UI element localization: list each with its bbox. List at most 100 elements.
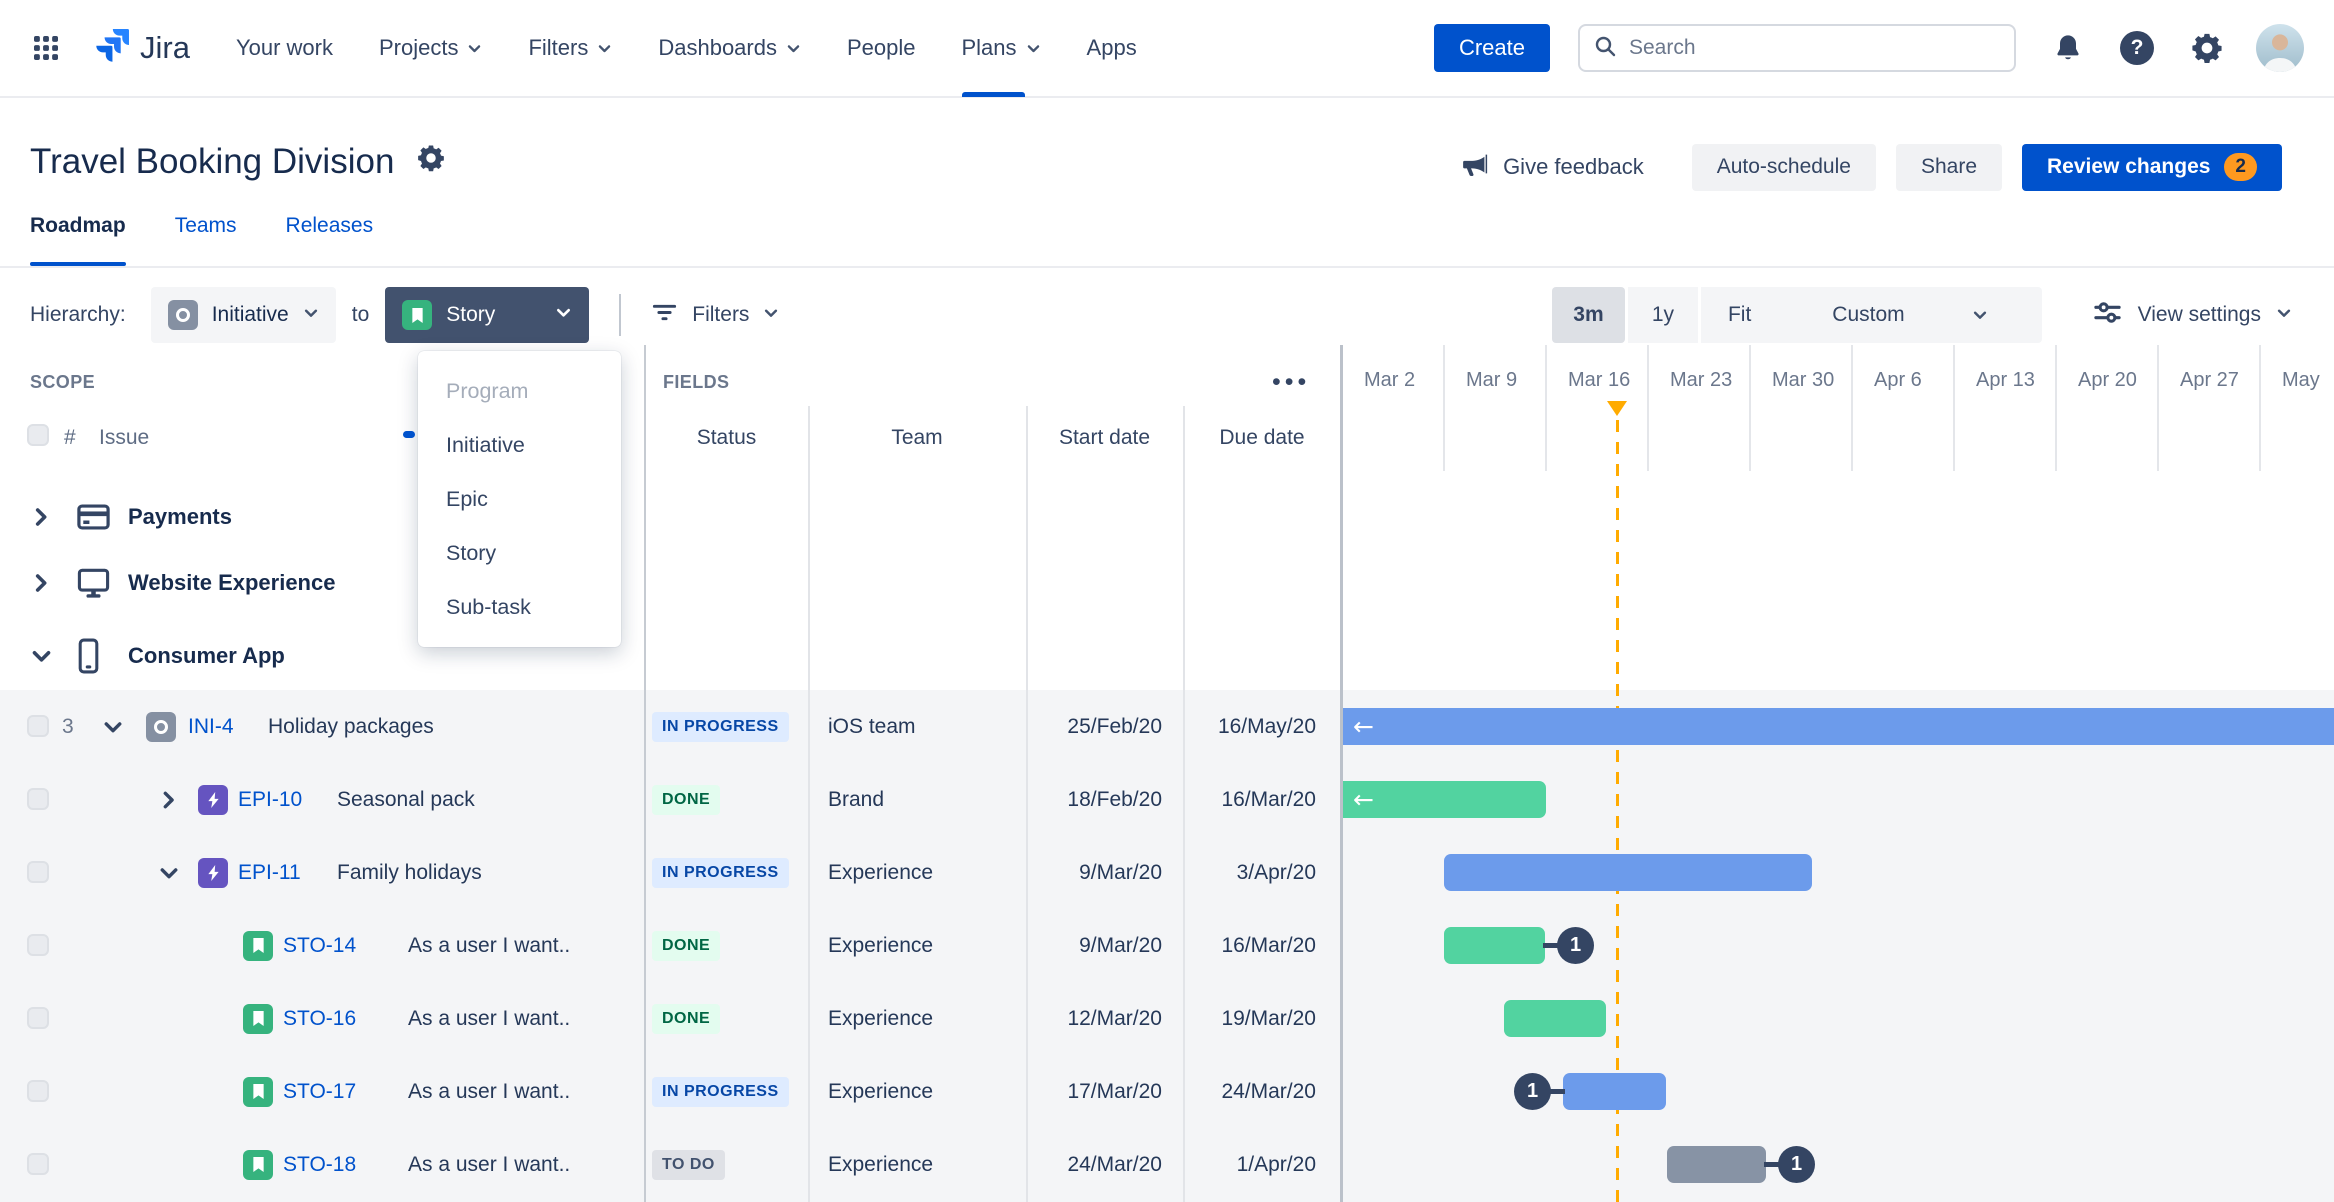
zoom-option-custom[interactable]: Custom	[1778, 303, 2041, 327]
issue-row-sto-14[interactable]: STO-14 As a user I want.. DONE Experience 9/…	[0, 909, 2334, 982]
auto-schedule-button[interactable]: Auto-schedule	[1691, 143, 1876, 191]
dependency-count-badge[interactable]: 1	[1557, 927, 1594, 964]
menu-item-program[interactable]: Program	[446, 378, 529, 403]
zoom-option-fit[interactable]: Fit	[1727, 303, 1752, 326]
due-date-cell[interactable]: 19/Mar/20	[1221, 1006, 1316, 1030]
hierarchy-from-dropdown[interactable]: Initiative	[150, 287, 336, 343]
gantt-bar[interactable]	[1563, 1073, 1666, 1110]
due-date-cell[interactable]: 1/Apr/20	[1236, 1152, 1316, 1176]
zoom-option-1y[interactable]: 1y	[1627, 287, 1698, 343]
column-header-status[interactable]: Status	[696, 426, 757, 449]
due-date-cell[interactable]: 16/Mar/20	[1221, 787, 1316, 811]
start-date-cell[interactable]: 12/Mar/20	[1067, 1006, 1162, 1030]
nav-item-projects[interactable]: Projects	[379, 0, 482, 97]
team-cell[interactable]: Experience	[828, 1079, 934, 1103]
nav-item-plans[interactable]: Plans	[961, 0, 1041, 97]
column-resize-handle[interactable]	[403, 431, 415, 438]
row-checkbox[interactable]	[27, 861, 49, 883]
menu-item-initiative[interactable]: Initiative	[446, 432, 525, 457]
app-switcher-icon[interactable]	[30, 32, 62, 64]
issue-row-ini-4[interactable]: 3 INI-4 Holiday packages IN PROGRESS iOS tea…	[0, 690, 2334, 763]
user-avatar[interactable]	[2256, 24, 2304, 72]
nav-item-your-work[interactable]: Your work	[236, 0, 333, 97]
share-button[interactable]: Share	[1895, 143, 2003, 191]
chevron-right-icon[interactable]	[158, 789, 180, 811]
row-checkbox[interactable]	[27, 788, 49, 810]
chevron-right-icon[interactable]	[30, 572, 53, 595]
status-badge[interactable]: DONE	[652, 1003, 721, 1034]
help-icon[interactable]: ?	[2120, 31, 2154, 65]
team-cell[interactable]: Experience	[828, 1006, 934, 1030]
scope-fields-divider[interactable]	[644, 345, 646, 1202]
status-badge[interactable]: DONE	[652, 930, 721, 961]
row-checkbox[interactable]	[27, 1153, 49, 1175]
start-date-cell[interactable]: 17/Mar/20	[1067, 1079, 1162, 1103]
gantt-bar[interactable]	[1504, 1000, 1606, 1037]
due-date-cell[interactable]: 16/Mar/20	[1221, 933, 1316, 957]
scope-group-website-experience[interactable]: Website Experience	[0, 552, 644, 614]
team-cell[interactable]: Experience	[828, 860, 934, 884]
search-box[interactable]	[1578, 24, 2016, 72]
team-cell[interactable]: Experience	[828, 933, 934, 957]
chevron-down-icon[interactable]	[30, 645, 53, 668]
select-all-checkbox[interactable]	[27, 424, 49, 446]
status-badge[interactable]: IN PROGRESS	[652, 857, 789, 888]
start-date-cell[interactable]: 24/Mar/20	[1067, 1152, 1162, 1176]
gantt-bar[interactable]	[1444, 927, 1545, 964]
row-checkbox[interactable]	[27, 1007, 49, 1029]
nav-item-apps[interactable]: Apps	[1087, 0, 1137, 97]
notifications-bell-icon[interactable]	[2052, 32, 2084, 64]
status-badge[interactable]: DONE	[652, 784, 721, 815]
dependency-count-badge[interactable]: 1	[1778, 1146, 1815, 1183]
plan-settings-gear-icon[interactable]	[416, 142, 446, 182]
issue-key[interactable]: STO-18	[283, 1152, 357, 1176]
tab-teams[interactable]: Teams	[174, 214, 237, 237]
status-badge[interactable]: IN PROGRESS	[652, 711, 789, 742]
row-checkbox[interactable]	[27, 1080, 49, 1102]
column-header-due-date[interactable]: Due date	[1219, 426, 1305, 449]
due-date-cell[interactable]: 24/Mar/20	[1221, 1079, 1316, 1103]
more-fields-button[interactable]: •••	[1272, 368, 1311, 396]
issue-row-sto-17[interactable]: STO-17 As a user I want.. IN PROGRESS Exper…	[0, 1055, 2334, 1128]
settings-gear-icon[interactable]	[2190, 31, 2224, 65]
issue-key[interactable]: EPI-11	[238, 860, 301, 884]
nav-item-dashboards[interactable]: Dashboards	[658, 0, 801, 97]
due-date-cell[interactable]: 16/May/20	[1217, 714, 1316, 738]
menu-item-sub-task[interactable]: Sub-task	[446, 594, 531, 619]
issue-key[interactable]: EPI-10	[238, 787, 303, 811]
issue-row-sto-18[interactable]: STO-18 As a user I want.. TO DO Experience 2…	[0, 1128, 2334, 1201]
column-header-start-date[interactable]: Start date	[1058, 426, 1151, 449]
start-date-cell[interactable]: 9/Mar/20	[1079, 860, 1162, 884]
column-header-team[interactable]: Team	[891, 426, 943, 449]
nav-item-filters[interactable]: Filters	[528, 0, 612, 97]
jira-logo[interactable]: Jira	[90, 25, 190, 72]
menu-item-epic[interactable]: Epic	[446, 486, 488, 511]
issue-key[interactable]: STO-14	[283, 933, 357, 957]
row-checkbox[interactable]	[27, 934, 49, 956]
review-changes-button[interactable]: Review changes 2	[2022, 143, 2282, 191]
start-date-cell[interactable]: 25/Feb/20	[1067, 714, 1162, 738]
view-settings-dropdown[interactable]: View settings	[2092, 297, 2292, 334]
issue-row-epi-10[interactable]: EPI-10 Seasonal pack DONE Brand 18/Feb/20 16/…	[0, 763, 2334, 836]
team-cell[interactable]: Brand	[828, 787, 885, 811]
team-cell[interactable]: Experience	[828, 1152, 934, 1176]
zoom-option-3m[interactable]: 3m	[1551, 287, 1625, 343]
issue-key[interactable]: STO-16	[283, 1006, 357, 1030]
team-cell[interactable]: iOS team	[828, 714, 916, 738]
menu-item-story[interactable]: Story	[446, 540, 497, 565]
give-feedback-button[interactable]: Give feedback	[1460, 149, 1644, 185]
due-date-cell[interactable]: 3/Apr/20	[1236, 860, 1316, 884]
start-date-cell[interactable]: 18/Feb/20	[1067, 787, 1162, 811]
create-button[interactable]: Create	[1433, 24, 1550, 72]
scope-group-payments[interactable]: Payments	[0, 486, 644, 548]
tab-releases[interactable]: Releases	[285, 214, 374, 237]
tab-roadmap[interactable]: Roadmap	[30, 214, 126, 266]
row-checkbox[interactable]	[27, 715, 49, 737]
nav-item-people[interactable]: People	[847, 0, 916, 97]
filters-dropdown[interactable]: Filters	[651, 299, 779, 332]
status-badge[interactable]: IN PROGRESS	[652, 1076, 789, 1107]
chevron-down-icon[interactable]	[102, 716, 124, 738]
chevron-down-icon[interactable]	[158, 862, 180, 884]
issue-row-epi-11[interactable]: EPI-11 Family holidays IN PROGRESS Experien…	[0, 836, 2334, 909]
fields-timeline-divider[interactable]	[1340, 345, 1343, 1202]
